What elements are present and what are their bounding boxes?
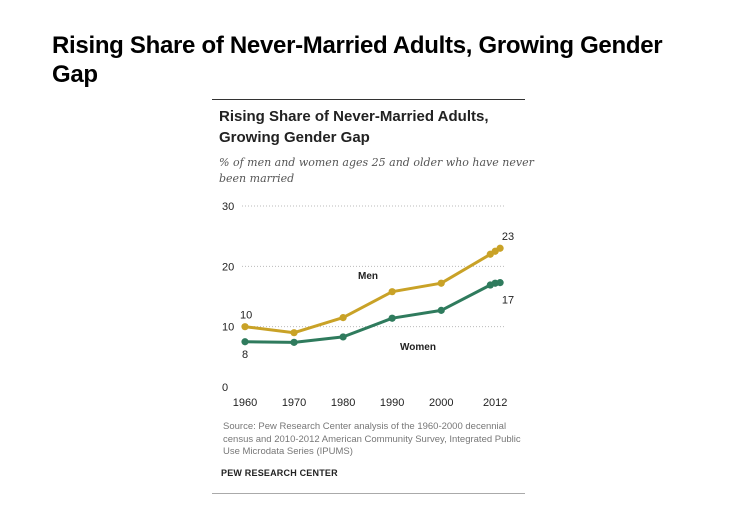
series-label-men: Men bbox=[358, 271, 378, 282]
chart-title: Rising Share of Never-Married Adults, Gr… bbox=[219, 108, 489, 146]
data-label-women-end: 17 bbox=[502, 295, 514, 307]
data-point-women-1990 bbox=[388, 314, 396, 322]
bottom-divider bbox=[212, 493, 525, 494]
data-point-men-1960 bbox=[241, 323, 249, 331]
x-tick-label-2012: 2012 bbox=[483, 397, 507, 409]
org-credit: PEW RESEARCH CENTER bbox=[221, 468, 338, 478]
data-point-women-1980 bbox=[339, 333, 347, 341]
y-tick-label-20: 20 bbox=[222, 261, 234, 273]
series-label-women: Women bbox=[400, 342, 436, 353]
data-point-women-1970 bbox=[290, 338, 298, 346]
x-tick-label-2000: 2000 bbox=[429, 397, 453, 409]
source-note: Source: Pew Research Center analysis of … bbox=[223, 421, 521, 457]
data-point-women-1960 bbox=[241, 338, 249, 346]
x-tick-label-1960: 1960 bbox=[233, 397, 257, 409]
x-tick-label-1980: 1980 bbox=[331, 397, 355, 409]
data-point-men-1990 bbox=[388, 288, 396, 296]
x-tick-label-1990: 1990 bbox=[380, 397, 404, 409]
data-label-men-start: 10 bbox=[240, 310, 252, 322]
data-point-women-2000 bbox=[437, 306, 445, 314]
data-point-men-2012 bbox=[496, 244, 504, 252]
series-line-men bbox=[243, 246, 502, 335]
data-point-men-1970 bbox=[290, 329, 298, 337]
data-point-men-2000 bbox=[437, 279, 445, 287]
y-tick-label-30: 30 bbox=[222, 201, 234, 213]
y-tick-label-0: 0 bbox=[222, 382, 228, 394]
series-line-women bbox=[243, 281, 502, 344]
chart-subtitle: % of men and women ages 25 and older who… bbox=[219, 156, 534, 185]
data-label-men-end: 23 bbox=[502, 231, 514, 243]
data-label-women-start: 8 bbox=[242, 349, 248, 361]
data-point-men-1980 bbox=[339, 314, 347, 322]
page-title: Rising Share of Never-Married Adults, Gr… bbox=[52, 32, 663, 88]
x-tick-label-1970: 1970 bbox=[282, 397, 306, 409]
y-tick-label-10: 10 bbox=[222, 322, 234, 334]
top-divider bbox=[212, 99, 525, 100]
data-point-women-2012 bbox=[496, 279, 504, 287]
